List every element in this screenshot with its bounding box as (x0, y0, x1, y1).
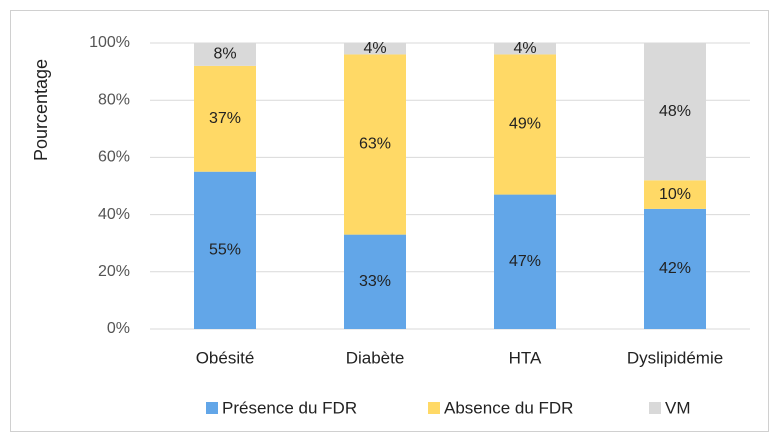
bar-segment (194, 43, 256, 66)
bar-segment (494, 43, 556, 55)
data-label: 49% (509, 116, 541, 133)
legend-swatch (649, 402, 661, 414)
y-tick-label: 0% (107, 320, 130, 337)
x-tick-label: Dyslipidémie (627, 348, 723, 367)
data-label: 55% (209, 242, 241, 259)
bar-segment (194, 65, 256, 172)
legend-label: Présence du FDR (222, 398, 357, 417)
data-label: 63% (359, 136, 391, 153)
bar-segment (344, 54, 406, 235)
y-tick-label: 80% (98, 91, 130, 108)
bar-segment (494, 54, 556, 195)
bar-segment (644, 180, 706, 209)
bar-segment (194, 171, 256, 329)
x-tick-label: HTA (509, 348, 542, 367)
bar-segment (644, 208, 706, 329)
data-label: 33% (359, 273, 391, 290)
bar-segment (644, 43, 706, 181)
data-label: 48% (659, 103, 691, 120)
y-tick-label: 40% (98, 206, 130, 223)
x-tick-label: Obésité (196, 348, 255, 367)
y-tick-label: 20% (98, 263, 130, 280)
data-label: 10% (659, 186, 691, 203)
x-tick-label: Diabète (346, 348, 405, 367)
y-tick-label: 100% (89, 34, 130, 51)
data-label: 47% (509, 253, 541, 270)
legend-label: Absence du FDR (444, 398, 573, 417)
y-tick-label: 60% (98, 149, 130, 166)
bar-segment (344, 234, 406, 329)
legend-swatch (428, 402, 440, 414)
bar-segment (344, 43, 406, 55)
data-label: 4% (513, 40, 536, 57)
legend-label: VM (665, 398, 691, 417)
data-label: 8% (213, 46, 236, 63)
y-axis-label: Pourcentage (31, 59, 51, 161)
data-label: 4% (363, 40, 386, 57)
data-label: 42% (659, 260, 691, 277)
legend-swatch (206, 402, 218, 414)
data-label: 37% (209, 110, 241, 127)
bar-segment (494, 194, 556, 329)
